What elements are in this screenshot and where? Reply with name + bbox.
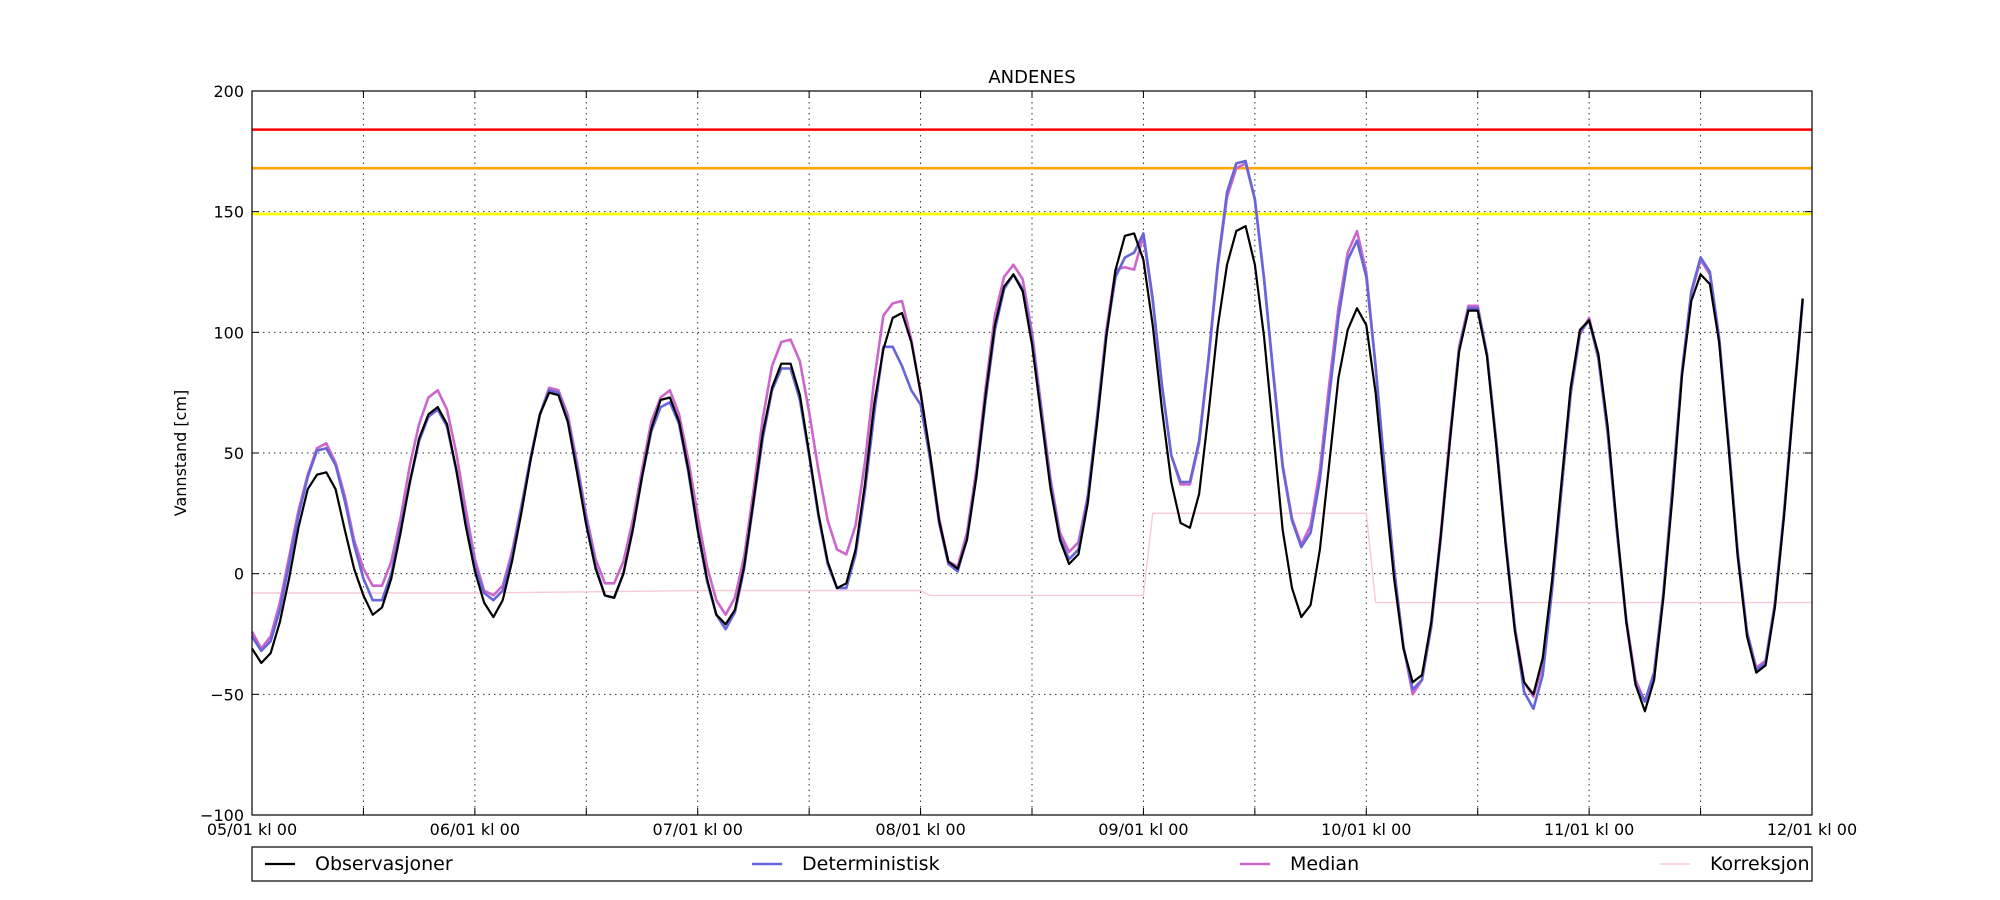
y-tick-label: 100 (213, 323, 244, 342)
y-axis-label: Vannstand [cm] (171, 390, 190, 516)
x-tick-label: 06/01 kl 00 (430, 820, 520, 839)
legend-label: Observasjoner (315, 853, 453, 875)
legend-label: Deterministisk (802, 853, 940, 875)
x-tick-label: 05/01 kl 00 (207, 820, 297, 839)
series-line-deterministisk (250, 159, 1804, 711)
tick-layer: −100 −50 0 50 100 150 200 05/01 kl 00 06/01 kl 0… (200, 82, 1857, 839)
y-tick-label: 50 (224, 444, 244, 463)
grid-layer (251, 90, 1813, 816)
series-line-observasjoner (251, 225, 1804, 713)
y-tick-label: 200 (213, 82, 244, 101)
series-layer (250, 159, 1812, 713)
y-tick-label: 0 (234, 565, 244, 584)
x-tick-label: 10/01 kl 00 (1321, 820, 1411, 839)
x-tick-label: 07/01 kl 00 (653, 820, 743, 839)
y-tick-label: −50 (210, 685, 244, 704)
y-tick-label: 150 (213, 203, 244, 222)
legend-box (251, 846, 1813, 882)
series-line-median (250, 162, 1804, 703)
x-tick-label: 08/01 kl 00 (875, 820, 965, 839)
threshold-layer (252, 128, 1812, 216)
series-line-korreksjon (252, 512, 1812, 604)
x-tick-label: 12/01 kl 00 (1767, 820, 1857, 839)
y-tick-label: −100 (200, 806, 244, 825)
x-tick-label: 11/01 kl 00 (1544, 820, 1634, 839)
x-tick-label: 09/01 kl 00 (1098, 820, 1188, 839)
legend-label: Median (1290, 853, 1359, 875)
chart-legend: Observasjoner Deterministisk Median Korreks… (251, 846, 1813, 882)
chart-title: ANDENES (988, 67, 1075, 88)
legend-label: Korreksjon (1710, 853, 1810, 875)
